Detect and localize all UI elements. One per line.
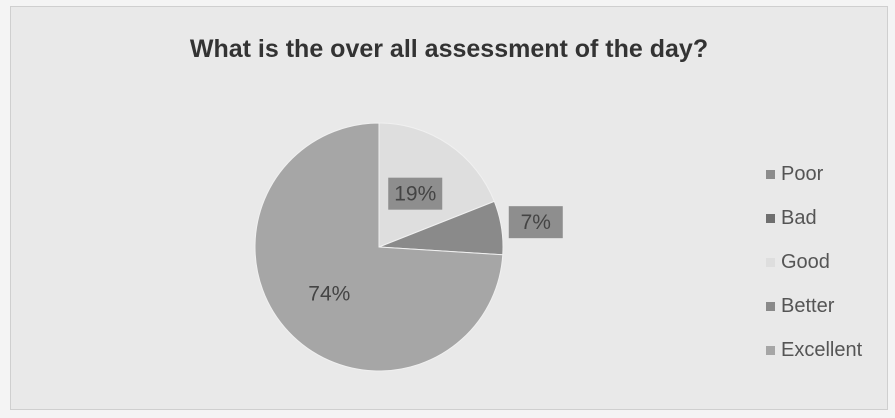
legend-swatch-better <box>766 301 775 311</box>
pie-slice-excellent <box>254 122 504 372</box>
chart-area: What is the over all assessment of the d… <box>10 6 888 410</box>
legend-item-good: Good <box>766 240 862 284</box>
legend-swatch-poor <box>766 169 775 179</box>
legend-label-bad: Bad <box>781 206 817 229</box>
legend: Poor Bad Good Better Excellent <box>766 152 862 372</box>
legend-swatch-excellent <box>766 345 775 355</box>
data-label-box-better <box>508 206 563 239</box>
legend-label-better: Better <box>781 294 835 317</box>
data-label-better: 7% <box>521 211 551 234</box>
data-label-excellent: 74% <box>308 283 350 306</box>
legend-item-excellent: Excellent <box>766 328 862 372</box>
data-label-good: 19% <box>394 183 436 206</box>
legend-item-better: Better <box>766 284 862 328</box>
chart-title: What is the over all assessment of the d… <box>189 35 709 63</box>
data-label-box-good <box>388 177 443 210</box>
legend-swatch-bad <box>766 213 775 223</box>
legend-label-excellent: Excellent <box>781 338 863 361</box>
legend-swatch-good <box>766 257 775 267</box>
legend-item-bad: Bad <box>766 196 862 240</box>
pie-chart: 19% 7% 74% <box>254 122 563 372</box>
legend-label-poor: Poor <box>781 162 824 185</box>
legend-item-poor: Poor <box>766 152 862 196</box>
legend-label-good: Good <box>781 250 830 273</box>
